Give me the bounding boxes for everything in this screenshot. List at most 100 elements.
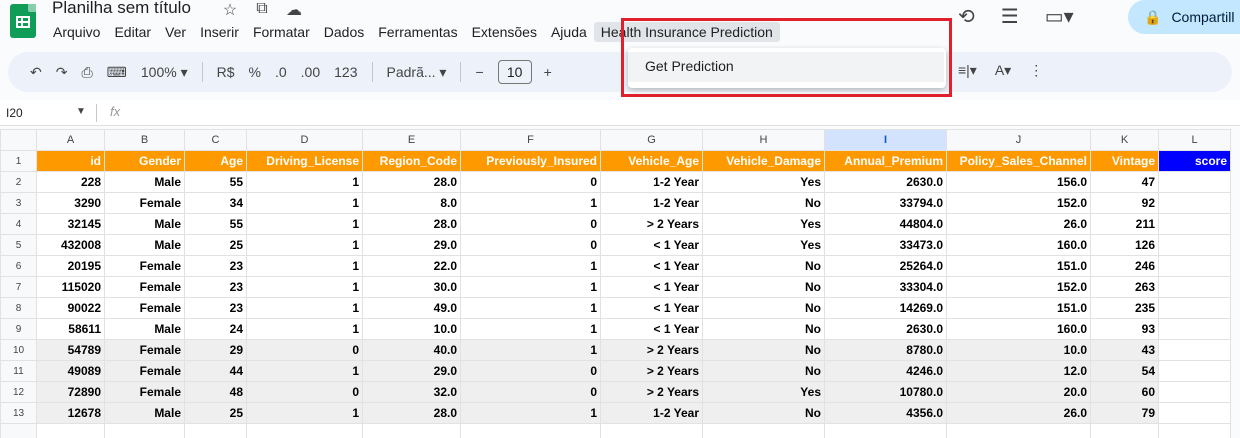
data-cell[interactable]: Female xyxy=(104,360,185,382)
data-cell[interactable]: 26.0 xyxy=(946,402,1091,424)
print-icon[interactable]: ⎙ xyxy=(81,63,93,80)
column-header[interactable]: B xyxy=(104,129,185,151)
menu-item[interactable]: Formatar xyxy=(252,24,310,40)
move-folder-icon[interactable]: ⧉ xyxy=(256,0,268,17)
data-cell[interactable]: 90022 xyxy=(36,297,105,319)
data-cell[interactable]: 60 xyxy=(1090,381,1159,403)
number-format-button[interactable]: 123 xyxy=(334,64,358,80)
data-cell[interactable] xyxy=(1158,234,1231,256)
data-cell[interactable]: 1 xyxy=(246,318,363,340)
decrease-decimal-button[interactable]: .0 xyxy=(274,64,287,80)
data-cell[interactable]: Female xyxy=(104,276,185,298)
data-cell[interactable] xyxy=(1158,213,1231,235)
row-header[interactable]: 10 xyxy=(0,339,37,361)
data-cell[interactable]: 49089 xyxy=(36,360,105,382)
data-cell[interactable]: 1 xyxy=(246,255,363,277)
star-icon[interactable]: ☆ xyxy=(222,2,238,19)
data-cell[interactable]: 8.0 xyxy=(362,192,461,214)
data-cell[interactable]: 432008 xyxy=(36,234,105,256)
menu-item[interactable]: Ferramentas xyxy=(378,24,458,40)
column-header[interactable]: C xyxy=(184,129,247,151)
data-cell[interactable] xyxy=(1158,423,1231,438)
name-box[interactable]: I20 xyxy=(6,106,23,120)
menu-item[interactable]: Arquivo xyxy=(53,24,101,40)
data-cell[interactable]: 8780.0 xyxy=(824,339,947,361)
data-cell[interactable] xyxy=(946,423,1091,438)
data-cell[interactable]: 152.0 xyxy=(946,276,1091,298)
row-header[interactable]: 5 xyxy=(0,234,37,256)
column-header[interactable]: D xyxy=(246,129,363,151)
data-cell[interactable]: < 1 Year xyxy=(600,234,703,256)
data-cell[interactable]: 151.0 xyxy=(946,297,1091,319)
data-cell[interactable]: 1 xyxy=(246,213,363,235)
data-cell[interactable]: 29.0 xyxy=(362,234,461,256)
data-cell[interactable]: 24 xyxy=(184,318,247,340)
header-cell[interactable]: score xyxy=(1158,150,1231,172)
data-cell[interactable]: 32.0 xyxy=(362,381,461,403)
row-header[interactable]: 6 xyxy=(0,255,37,277)
data-cell[interactable]: 33304.0 xyxy=(824,276,947,298)
data-cell[interactable]: Female xyxy=(104,381,185,403)
data-cell[interactable]: < 1 Year xyxy=(600,276,703,298)
column-header[interactable]: F xyxy=(460,129,601,151)
data-cell[interactable]: 25 xyxy=(184,234,247,256)
data-cell[interactable] xyxy=(362,423,461,438)
data-cell[interactable]: No xyxy=(702,339,825,361)
data-cell[interactable]: 1 xyxy=(246,276,363,298)
header-cell[interactable]: Annual_Premium xyxy=(824,150,947,172)
redo-icon[interactable]: ↷ xyxy=(55,63,68,80)
column-header[interactable]: A xyxy=(36,129,105,151)
data-cell[interactable]: < 1 Year xyxy=(600,318,703,340)
data-cell[interactable]: 1 xyxy=(460,276,601,298)
data-cell[interactable]: 23 xyxy=(184,255,247,277)
data-cell[interactable]: Female xyxy=(104,339,185,361)
data-cell[interactable]: No xyxy=(702,297,825,319)
data-cell[interactable]: 72890 xyxy=(36,381,105,403)
data-cell[interactable] xyxy=(1158,402,1231,424)
data-cell[interactable]: 1 xyxy=(460,192,601,214)
select-all-corner[interactable] xyxy=(0,129,37,151)
data-cell[interactable]: 55 xyxy=(184,171,247,193)
header-cell[interactable]: Driving_License xyxy=(246,150,363,172)
column-header[interactable]: G xyxy=(600,129,703,151)
data-cell[interactable]: Yes xyxy=(702,171,825,193)
data-cell[interactable]: 1 xyxy=(460,297,601,319)
data-cell[interactable]: 228 xyxy=(36,171,105,193)
data-cell[interactable]: Male xyxy=(104,213,185,235)
data-cell[interactable]: 23 xyxy=(184,297,247,319)
data-cell[interactable]: 30.0 xyxy=(362,276,461,298)
data-cell[interactable]: > 2 Years xyxy=(600,339,703,361)
data-cell[interactable]: No xyxy=(702,276,825,298)
data-cell[interactable]: 0 xyxy=(246,339,363,361)
data-cell[interactable]: 14269.0 xyxy=(824,297,947,319)
column-header[interactable]: I xyxy=(824,129,947,151)
data-cell[interactable]: 29.0 xyxy=(362,360,461,382)
more-options-icon[interactable]: ⋮ xyxy=(1029,62,1044,78)
data-cell[interactable]: 22.0 xyxy=(362,255,461,277)
percent-format-button[interactable]: % xyxy=(248,64,261,80)
menu-item[interactable]: Inserir xyxy=(200,24,239,40)
data-cell[interactable]: 28.0 xyxy=(362,402,461,424)
data-cell[interactable] xyxy=(184,423,247,438)
comments-icon[interactable]: ☰ xyxy=(1000,6,1019,28)
data-cell[interactable]: 1-2 Year xyxy=(600,402,703,424)
data-cell[interactable]: 246 xyxy=(1090,255,1159,277)
data-cell[interactable]: 32145 xyxy=(36,213,105,235)
data-cell[interactable]: 0 xyxy=(460,360,601,382)
data-cell[interactable] xyxy=(460,423,601,438)
data-cell[interactable] xyxy=(600,423,703,438)
data-cell[interactable]: Female xyxy=(104,297,185,319)
header-cell[interactable]: Region_Code xyxy=(362,150,461,172)
column-header[interactable]: K xyxy=(1090,129,1159,151)
font-select[interactable]: Padrã... ▾ xyxy=(386,63,447,80)
data-cell[interactable]: Male xyxy=(104,171,185,193)
get-prediction-menu-item[interactable]: Get Prediction xyxy=(628,52,944,82)
data-cell[interactable]: 151.0 xyxy=(946,255,1091,277)
row-header[interactable]: 8 xyxy=(0,297,37,319)
name-box-dropdown-icon[interactable]: ▼ xyxy=(76,106,86,117)
undo-icon[interactable]: ↶ xyxy=(30,63,42,80)
data-cell[interactable]: Yes xyxy=(702,213,825,235)
data-cell[interactable]: 3290 xyxy=(36,192,105,214)
data-cell[interactable]: Yes xyxy=(702,234,825,256)
data-cell[interactable]: 0 xyxy=(460,213,601,235)
